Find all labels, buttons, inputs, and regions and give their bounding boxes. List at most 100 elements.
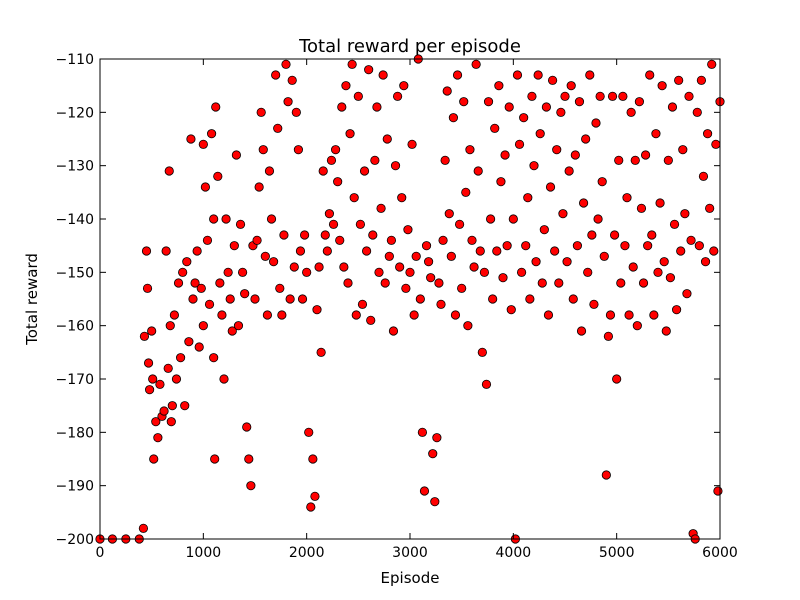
data-point xyxy=(337,102,347,112)
data-point xyxy=(651,129,661,139)
data-point xyxy=(587,230,597,240)
data-point xyxy=(698,171,709,181)
data-point xyxy=(465,145,475,155)
data-point xyxy=(612,374,622,384)
data-point xyxy=(207,129,217,139)
data-point xyxy=(374,267,384,277)
data-point xyxy=(211,102,221,112)
y-tick-label: −120 xyxy=(56,105,94,121)
data-point xyxy=(426,273,436,283)
data-point xyxy=(578,198,589,208)
data-point xyxy=(196,283,206,293)
data-point xyxy=(240,289,250,299)
data-point xyxy=(421,241,432,251)
data-point xyxy=(256,107,266,117)
data-point xyxy=(581,134,591,144)
data-point xyxy=(626,107,636,117)
data-point xyxy=(138,523,148,533)
data-point xyxy=(405,267,415,277)
data-point xyxy=(665,273,676,283)
data-point xyxy=(539,225,549,235)
data-point xyxy=(702,129,713,139)
data-point xyxy=(543,310,554,320)
data-point xyxy=(378,70,388,80)
data-point xyxy=(634,97,645,107)
y-tick-label: −200 xyxy=(56,532,94,548)
data-point xyxy=(661,326,671,336)
data-point xyxy=(299,230,310,240)
data-point xyxy=(671,305,682,315)
data-point xyxy=(471,59,481,69)
data-point xyxy=(242,422,252,432)
data-point xyxy=(200,182,210,192)
data-point xyxy=(397,193,407,203)
data-point xyxy=(496,177,506,187)
data-point xyxy=(285,294,295,304)
data-point xyxy=(547,75,558,85)
data-point xyxy=(473,166,483,176)
data-point xyxy=(401,283,411,293)
data-point xyxy=(636,203,647,213)
data-point xyxy=(568,294,578,304)
data-point xyxy=(330,145,341,155)
data-point xyxy=(696,75,707,85)
data-point xyxy=(446,251,456,261)
data-point xyxy=(409,310,419,320)
data-point xyxy=(166,417,176,427)
data-point xyxy=(167,401,177,411)
data-point xyxy=(260,251,270,261)
data-point xyxy=(366,315,376,325)
y-axis-label: Total reward xyxy=(23,253,41,346)
data-point xyxy=(188,294,198,304)
data-point xyxy=(273,123,283,133)
x-axis-label: Episode xyxy=(381,569,440,587)
data-point xyxy=(312,305,322,315)
data-point xyxy=(713,486,723,496)
data-point xyxy=(506,305,516,315)
data-point xyxy=(659,257,669,267)
x-tick-label: 2000 xyxy=(289,545,325,561)
x-tick-label: 6000 xyxy=(702,545,738,561)
data-point xyxy=(341,81,351,91)
data-point xyxy=(139,331,150,341)
data-point xyxy=(143,358,154,368)
data-point xyxy=(682,289,692,299)
data-point xyxy=(552,145,562,155)
data-point xyxy=(576,326,587,336)
data-point xyxy=(173,278,184,288)
data-point xyxy=(314,262,324,272)
data-point xyxy=(221,214,231,224)
data-point xyxy=(434,278,444,288)
data-point xyxy=(355,219,365,229)
data-point xyxy=(192,246,202,256)
data-point xyxy=(227,326,237,336)
data-point xyxy=(277,310,287,320)
data-point xyxy=(529,161,539,171)
data-point xyxy=(316,347,326,357)
data-point xyxy=(653,267,663,277)
data-point xyxy=(149,454,159,464)
data-point xyxy=(161,246,171,256)
data-point xyxy=(622,193,632,203)
data-point xyxy=(180,401,190,411)
data-point xyxy=(376,203,386,213)
data-point xyxy=(512,70,523,80)
data-point xyxy=(163,363,173,373)
data-point xyxy=(186,134,196,144)
data-point xyxy=(382,134,392,144)
data-point xyxy=(475,246,485,256)
data-point xyxy=(147,326,157,336)
y-axis-ticks: −200 −190 −180 −170 −160 −150 −140 −130 −120 −110 xyxy=(56,52,720,548)
data-point xyxy=(669,219,680,229)
data-point xyxy=(213,171,223,181)
data-point xyxy=(479,267,489,277)
data-point xyxy=(643,241,653,251)
data-point xyxy=(707,59,717,69)
y-tick-label: −180 xyxy=(56,425,94,441)
data-point xyxy=(390,161,401,171)
data-point xyxy=(655,198,665,208)
data-point xyxy=(419,486,430,496)
data-point xyxy=(275,283,285,293)
data-point xyxy=(142,283,153,293)
data-point xyxy=(411,251,421,261)
